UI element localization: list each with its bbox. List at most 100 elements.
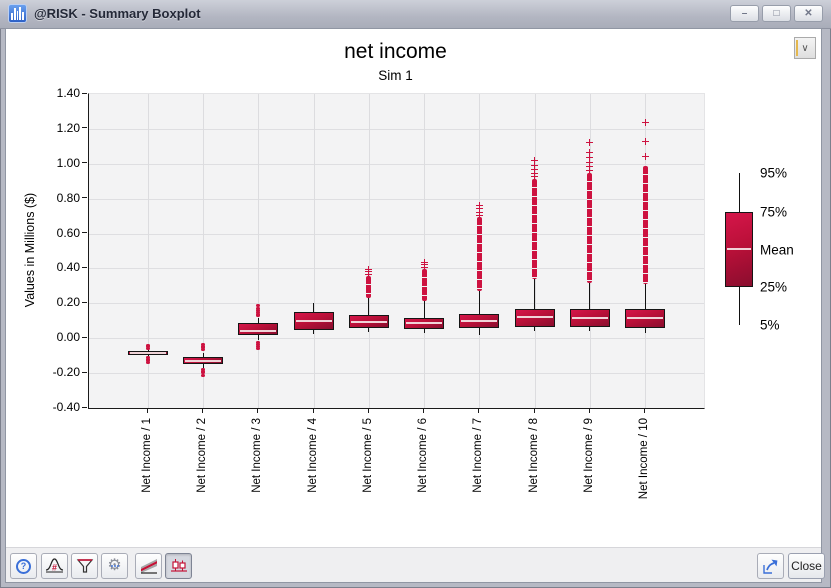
x-tick (202, 408, 204, 413)
x-tick-label: Net Income / 9 (582, 418, 595, 493)
outlier-column (532, 179, 538, 279)
box (348, 315, 389, 329)
mean-line (461, 319, 498, 322)
outlier-dot (256, 340, 261, 344)
outlier-dot (256, 308, 261, 312)
x-tick (312, 408, 314, 413)
outlier-column (421, 268, 427, 302)
outlier-plus (475, 201, 483, 209)
close-icon: ✕ (804, 7, 813, 19)
window-title: @RISK - Summary Boxplot (34, 6, 201, 21)
outlier-dot (201, 347, 206, 351)
v-gridline (148, 94, 149, 408)
outlier-dot (256, 344, 261, 348)
plot-area (88, 93, 705, 409)
whisker-line (478, 291, 480, 335)
x-tick (478, 408, 480, 413)
outlier-plus (531, 169, 539, 177)
app-histogram-icon (8, 4, 27, 23)
x-tick-label: Net Income / 10 (638, 418, 650, 500)
outlier-plus (365, 266, 373, 274)
outlier-plus (475, 209, 483, 217)
outlier-dot (146, 359, 150, 363)
legend-box (725, 212, 753, 287)
funnel-icon (76, 559, 93, 573)
chart-subtitle: Sim 1 (378, 68, 413, 83)
settings-button[interactable]: ⚙ (101, 553, 128, 579)
h-gridline (89, 163, 704, 165)
x-tick-label: Net Income / 3 (251, 418, 264, 493)
mean-line (295, 320, 332, 323)
y-tick-label: -0.20 (52, 365, 80, 380)
edit-export-button[interactable] (757, 553, 784, 579)
outlier-plus (531, 161, 539, 169)
boxplot-icon (170, 559, 187, 572)
close-button[interactable]: Close (788, 553, 825, 579)
legend-label-mean: Mean (760, 242, 794, 258)
h-gridline (89, 268, 704, 270)
outlier-dot (146, 346, 150, 350)
mean-line (185, 359, 222, 362)
v-gridline (424, 94, 426, 408)
outlier-plus (641, 119, 649, 127)
x-tick (367, 408, 369, 413)
y-tick (82, 371, 87, 373)
chart: Values in Millions ($) -0.40 -0.20 0.00 0.2… (23, 86, 705, 499)
x-tick (644, 408, 645, 413)
outlier-plus (531, 165, 539, 173)
outlier-plus (586, 166, 594, 174)
box (293, 312, 334, 331)
x-tick-label: Net Income / 5 (361, 418, 374, 493)
chart-title: net income (344, 40, 447, 63)
outlier-plus (641, 137, 649, 145)
outlier-dot (256, 347, 261, 351)
minimize-button[interactable]: – (730, 5, 759, 22)
help-button[interactable]: ? (10, 553, 37, 579)
outlier-plus (420, 259, 428, 267)
y-tick-label: 0.00 (56, 330, 80, 345)
legend-label-5: 5% (760, 317, 780, 333)
y-tick (82, 92, 87, 94)
outlier-plus (586, 158, 594, 166)
mean-line (406, 322, 443, 325)
bell-curve-hash-icon: # (45, 558, 64, 573)
y-axis-title: Values in Millions ($) (23, 192, 37, 308)
x-tick (147, 408, 148, 413)
graph-options-dropdown-button[interactable]: ∨ (794, 37, 816, 59)
box (514, 308, 555, 328)
mean-line (350, 320, 387, 323)
x-tick (257, 408, 259, 413)
summary-trend-button[interactable] (135, 553, 162, 579)
y-tick (82, 336, 87, 338)
close-window-button[interactable]: ✕ (794, 5, 823, 22)
h-gridline (89, 373, 704, 375)
maximize-button[interactable]: □ (762, 5, 791, 22)
outlier-dot (256, 306, 261, 310)
y-tick (82, 301, 87, 303)
outlier-plus (586, 163, 594, 171)
outlier-dot (256, 310, 261, 314)
titlebar: @RISK - Summary Boxplot – □ ✕ (0, 0, 831, 29)
x-tick (533, 408, 535, 413)
outlier-dot (201, 367, 206, 371)
outlier-dot (256, 303, 261, 307)
gear-dots (110, 565, 119, 568)
whisker-line (423, 301, 425, 333)
summary-boxplot-button[interactable] (165, 553, 192, 579)
outlier-dot (256, 314, 261, 318)
x-tick-label: Net Income / 7 (472, 418, 485, 493)
filter-button[interactable] (71, 553, 98, 579)
outlier-dot (201, 369, 206, 373)
export-arrow-icon (763, 559, 778, 574)
outlier-column (642, 165, 648, 285)
dropdown-accent-bar (796, 40, 798, 56)
y-tick (82, 232, 87, 234)
mean-line (516, 315, 553, 318)
legend-label-95: 95% (760, 165, 788, 181)
mean-line (571, 316, 608, 319)
mean-line (130, 352, 166, 355)
outlier-column (366, 275, 372, 299)
define-distribution-button[interactable]: # (41, 553, 68, 579)
box (183, 356, 224, 364)
y-tick (82, 162, 87, 164)
